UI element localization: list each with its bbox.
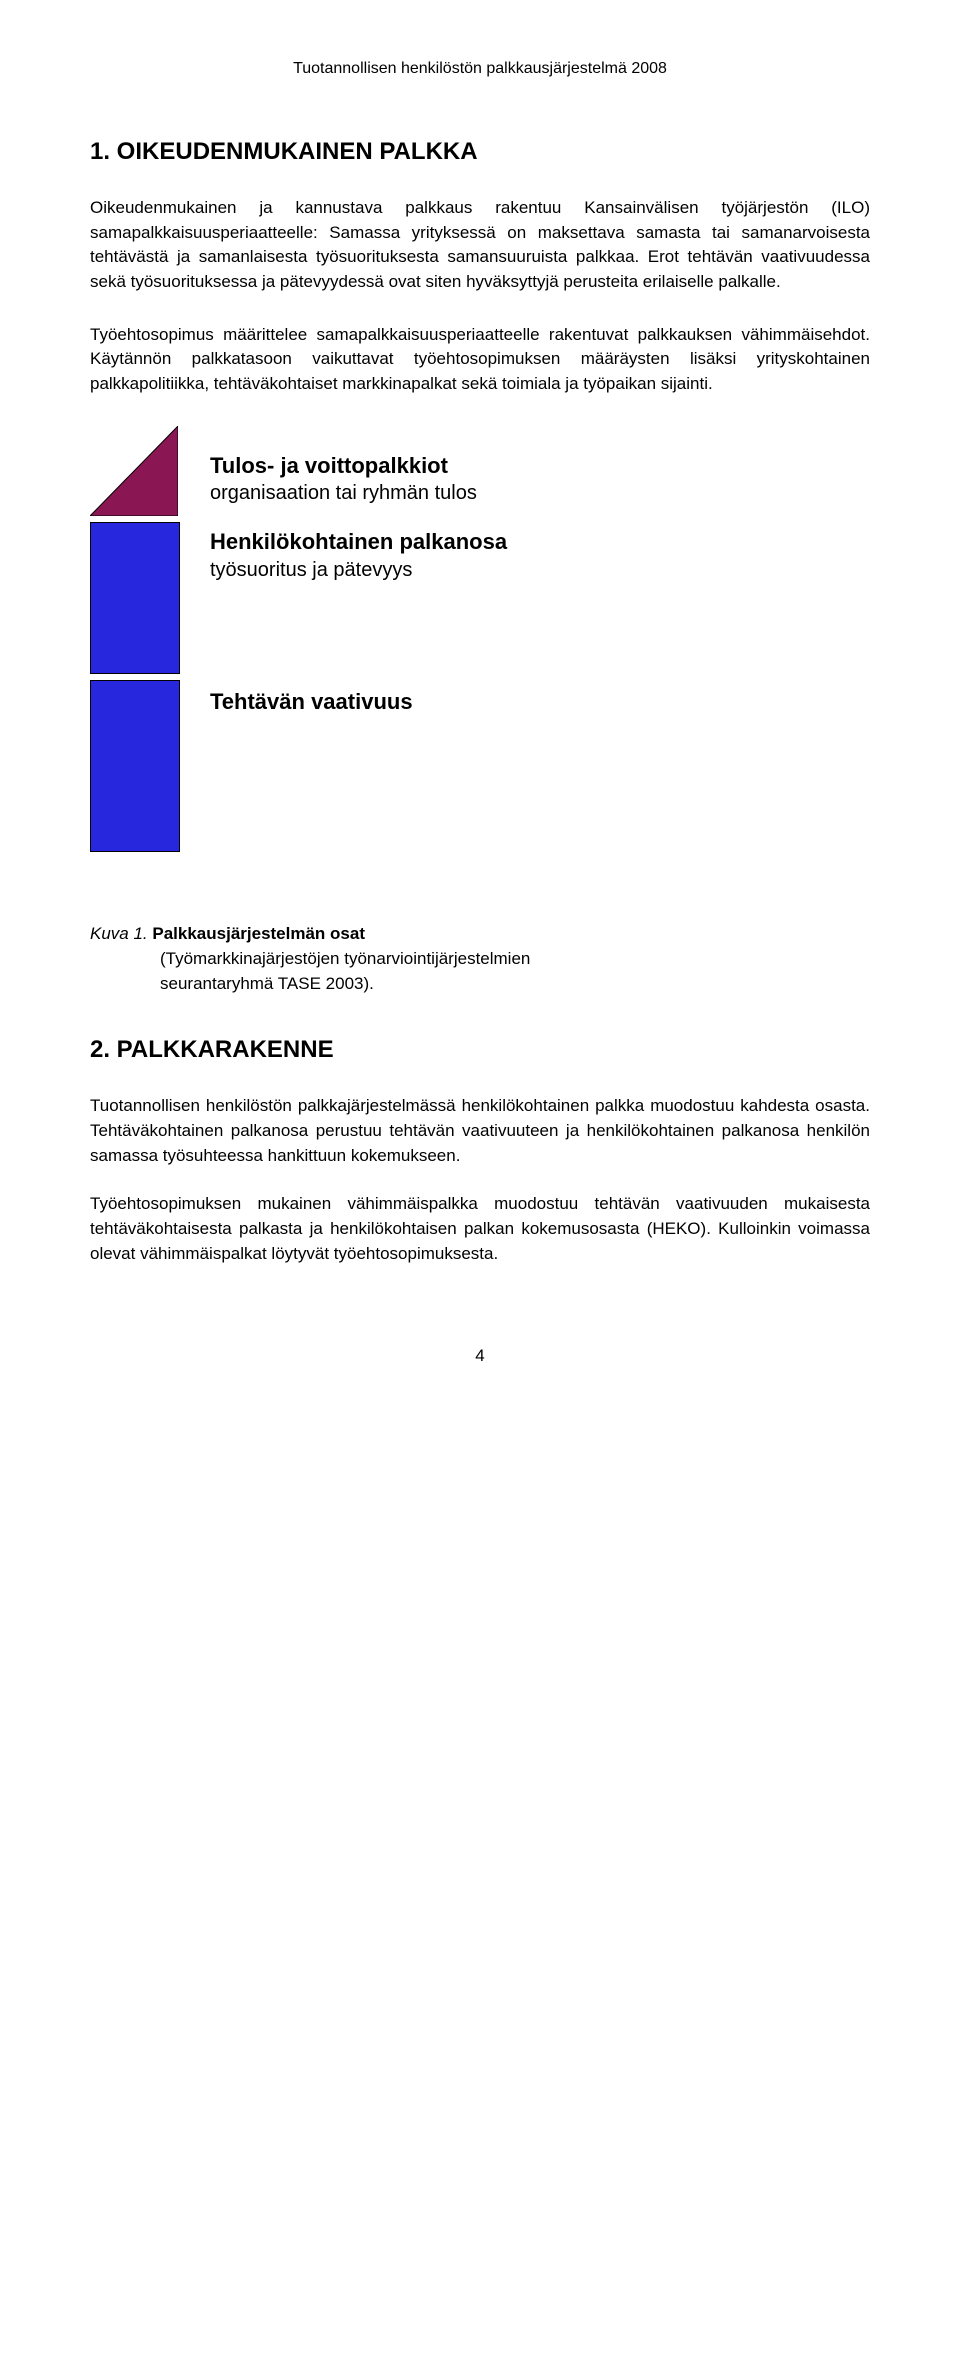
diagram-row-title: Tulos- ja voittopalkkiot <box>210 452 870 481</box>
section-1-heading: 1. OIKEUDENMUKAINEN PALKKA <box>90 138 870 166</box>
figure-source-line-1: (Työmarkkinajärjestöjen työnarviointijär… <box>90 947 870 972</box>
diagram-row-title: Tehtävän vaativuus <box>210 688 870 717</box>
section-1-paragraph-2: Työehtosopimus määrittelee samapalkkaisu… <box>90 323 870 397</box>
diagram-row-subtitle: työsuoritus ja pätevyys <box>210 557 870 583</box>
diagram-shape-rect <box>90 680 200 852</box>
page-header: Tuotannollisen henkilöstön palkkausjärje… <box>90 60 870 78</box>
diagram-label: Tehtävän vaativuus <box>200 680 870 717</box>
diagram-label: Henkilökohtainen palkanosa työsuoritus j… <box>200 522 870 583</box>
figure-caption: Kuva 1. Palkkausjärjestelmän osat (Työma… <box>90 922 870 996</box>
diagram-row: Henkilökohtainen palkanosa työsuoritus j… <box>90 522 870 674</box>
diagram-row: Tehtävän vaativuus <box>90 680 870 852</box>
rect-icon <box>90 522 180 674</box>
diagram-shape-triangle <box>90 426 200 516</box>
diagram-row-title: Henkilökohtainen palkanosa <box>210 528 870 557</box>
triangle-icon <box>90 426 178 516</box>
section-2-heading: 2. PALKKARAKENNE <box>90 1036 870 1064</box>
section-1-paragraph-1: Oikeudenmukainen ja kannustava palkkaus … <box>90 196 870 295</box>
section-2-paragraph-2: Työehtosopimuksen mukainen vähimmäispalk… <box>90 1192 870 1266</box>
page-number: 4 <box>90 1346 870 1366</box>
diagram-row-subtitle: organisaation tai ryhmän tulos <box>210 480 870 506</box>
document-page: Tuotannollisen henkilöstön palkkausjärje… <box>0 0 960 1406</box>
section-2-paragraph-1: Tuotannollisen henkilöstön palkkajärjest… <box>90 1094 870 1168</box>
diagram-label: Tulos- ja voittopalkkiot organisaation t… <box>200 452 870 517</box>
diagram-row: Tulos- ja voittopalkkiot organisaation t… <box>90 426 870 516</box>
figure-number: Kuva 1. <box>90 924 152 943</box>
diagram-shape-rect <box>90 522 200 674</box>
salary-components-diagram: Tulos- ja voittopalkkiot organisaation t… <box>90 426 870 852</box>
figure-title: Palkkausjärjestelmän osat <box>152 924 365 943</box>
figure-source-line-2: seurantaryhmä TASE 2003). <box>90 972 870 997</box>
rect-icon <box>90 680 180 852</box>
